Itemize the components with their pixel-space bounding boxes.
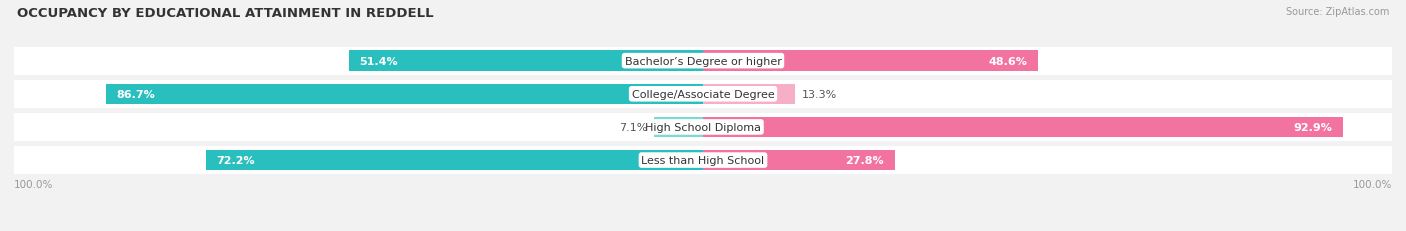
- Text: Less than High School: Less than High School: [641, 155, 765, 165]
- Bar: [349, 51, 703, 72]
- Text: Bachelor’s Degree or higher: Bachelor’s Degree or higher: [624, 56, 782, 66]
- Bar: [703, 84, 794, 105]
- Text: 13.3%: 13.3%: [801, 89, 837, 99]
- Bar: [14, 47, 1392, 75]
- Bar: [703, 117, 1343, 138]
- Text: 86.7%: 86.7%: [117, 89, 155, 99]
- Text: Source: ZipAtlas.com: Source: ZipAtlas.com: [1285, 7, 1389, 17]
- Text: College/Associate Degree: College/Associate Degree: [631, 89, 775, 99]
- Text: 48.6%: 48.6%: [988, 56, 1028, 66]
- Bar: [703, 150, 894, 171]
- Text: 92.9%: 92.9%: [1294, 122, 1333, 132]
- Text: 100.0%: 100.0%: [14, 179, 53, 189]
- Text: 100.0%: 100.0%: [1353, 179, 1392, 189]
- Bar: [14, 113, 1392, 141]
- Bar: [105, 84, 703, 105]
- Text: 72.2%: 72.2%: [217, 155, 254, 165]
- Bar: [654, 117, 703, 138]
- Text: OCCUPANCY BY EDUCATIONAL ATTAINMENT IN REDDELL: OCCUPANCY BY EDUCATIONAL ATTAINMENT IN R…: [17, 7, 433, 20]
- Bar: [703, 51, 1038, 72]
- Text: 27.8%: 27.8%: [845, 155, 884, 165]
- Text: High School Diploma: High School Diploma: [645, 122, 761, 132]
- Bar: [14, 80, 1392, 108]
- Bar: [205, 150, 703, 171]
- Text: 7.1%: 7.1%: [619, 122, 647, 132]
- Bar: [14, 146, 1392, 174]
- Text: 51.4%: 51.4%: [359, 56, 398, 66]
